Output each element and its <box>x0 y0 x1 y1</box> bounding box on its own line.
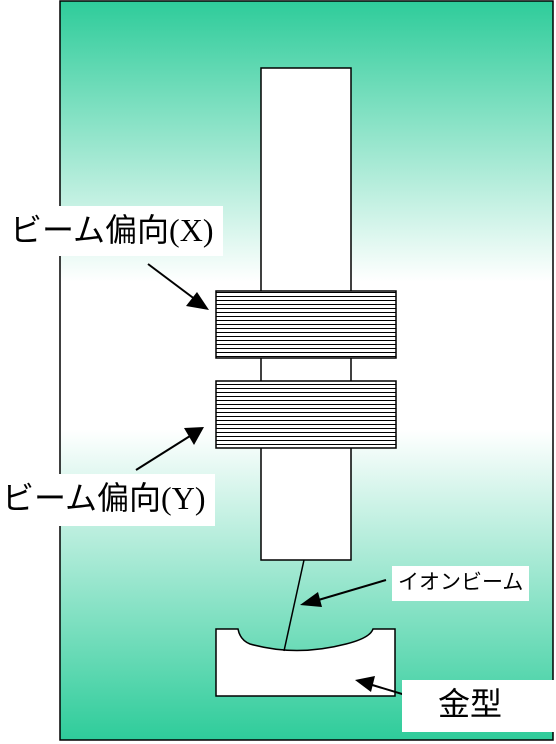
ion-beam-line <box>283 559 305 652</box>
label-ion-beam: イオンビーム <box>392 566 530 601</box>
arrow-to-y-coil <box>135 427 204 471</box>
arrow-to-x-coil <box>147 263 209 310</box>
deflector-y-coil <box>215 380 397 449</box>
label-mold: 金型 <box>402 680 555 732</box>
label-beam-deflection-y: ビーム偏向(Y) <box>0 474 216 526</box>
mold-shape <box>215 628 396 697</box>
label-beam-deflection-x-axis: (X) <box>169 212 214 248</box>
label-beam-deflection-y-axis: (Y) <box>161 480 206 516</box>
label-beam-deflection-x-text: ビーム偏向 <box>10 211 170 249</box>
arrow-to-ion-beam <box>300 579 387 607</box>
label-beam-deflection-x: ビーム偏向(X) <box>4 206 224 256</box>
label-beam-deflection-y-text: ビーム偏向 <box>2 479 162 517</box>
deflector-x-coil <box>215 290 397 359</box>
